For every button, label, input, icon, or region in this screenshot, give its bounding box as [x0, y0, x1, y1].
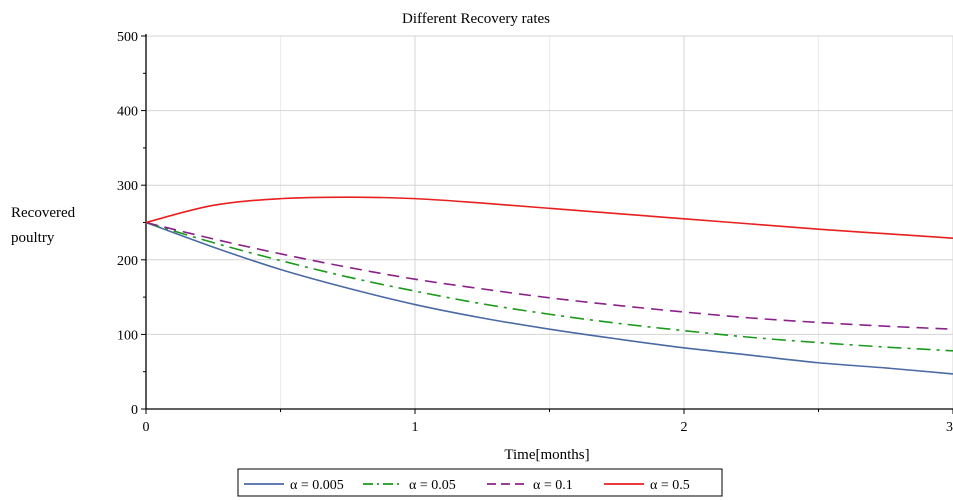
y-tick-label: 500: [117, 30, 138, 45]
legend-box: [237, 468, 723, 497]
y-tick-label: 300: [117, 179, 138, 194]
x-axis-label: Time[months]: [504, 447, 589, 463]
y-tick-label: 400: [117, 105, 138, 120]
x-tick-label: 2: [681, 420, 688, 435]
series-line-2: [145, 221, 953, 352]
legend-label-1: α = 0.005: [290, 478, 344, 493]
chart-title: Different Recovery rates: [402, 11, 550, 27]
x-tick-label: 1: [412, 420, 419, 435]
y-tick-label: 0: [131, 403, 138, 418]
series-line-1: [145, 221, 953, 375]
x-tick-label: 3: [946, 420, 953, 435]
x-tick-label: 0: [143, 420, 150, 435]
y-tick-label: 100: [117, 328, 138, 343]
y-axis-label-line-1: Recovered: [11, 205, 76, 221]
legend-label-3: α = 0.1: [533, 478, 573, 493]
legend-label-2: α = 0.05: [409, 478, 456, 493]
series-lines: [145, 196, 953, 375]
grid-lines: [146, 35, 953, 409]
axes: 0 100 200 300 400 500 0 1 2 3: [117, 30, 953, 435]
series-line-4: [145, 196, 953, 239]
y-axis-label-line-2: poultry: [11, 230, 55, 246]
legend-label-4: α = 0.5: [650, 478, 690, 493]
legend: α = 0.005 α = 0.05 α = 0.1 α = 0.5: [237, 468, 723, 497]
y-tick-label: 200: [117, 254, 138, 269]
series-line-3: [145, 221, 953, 330]
